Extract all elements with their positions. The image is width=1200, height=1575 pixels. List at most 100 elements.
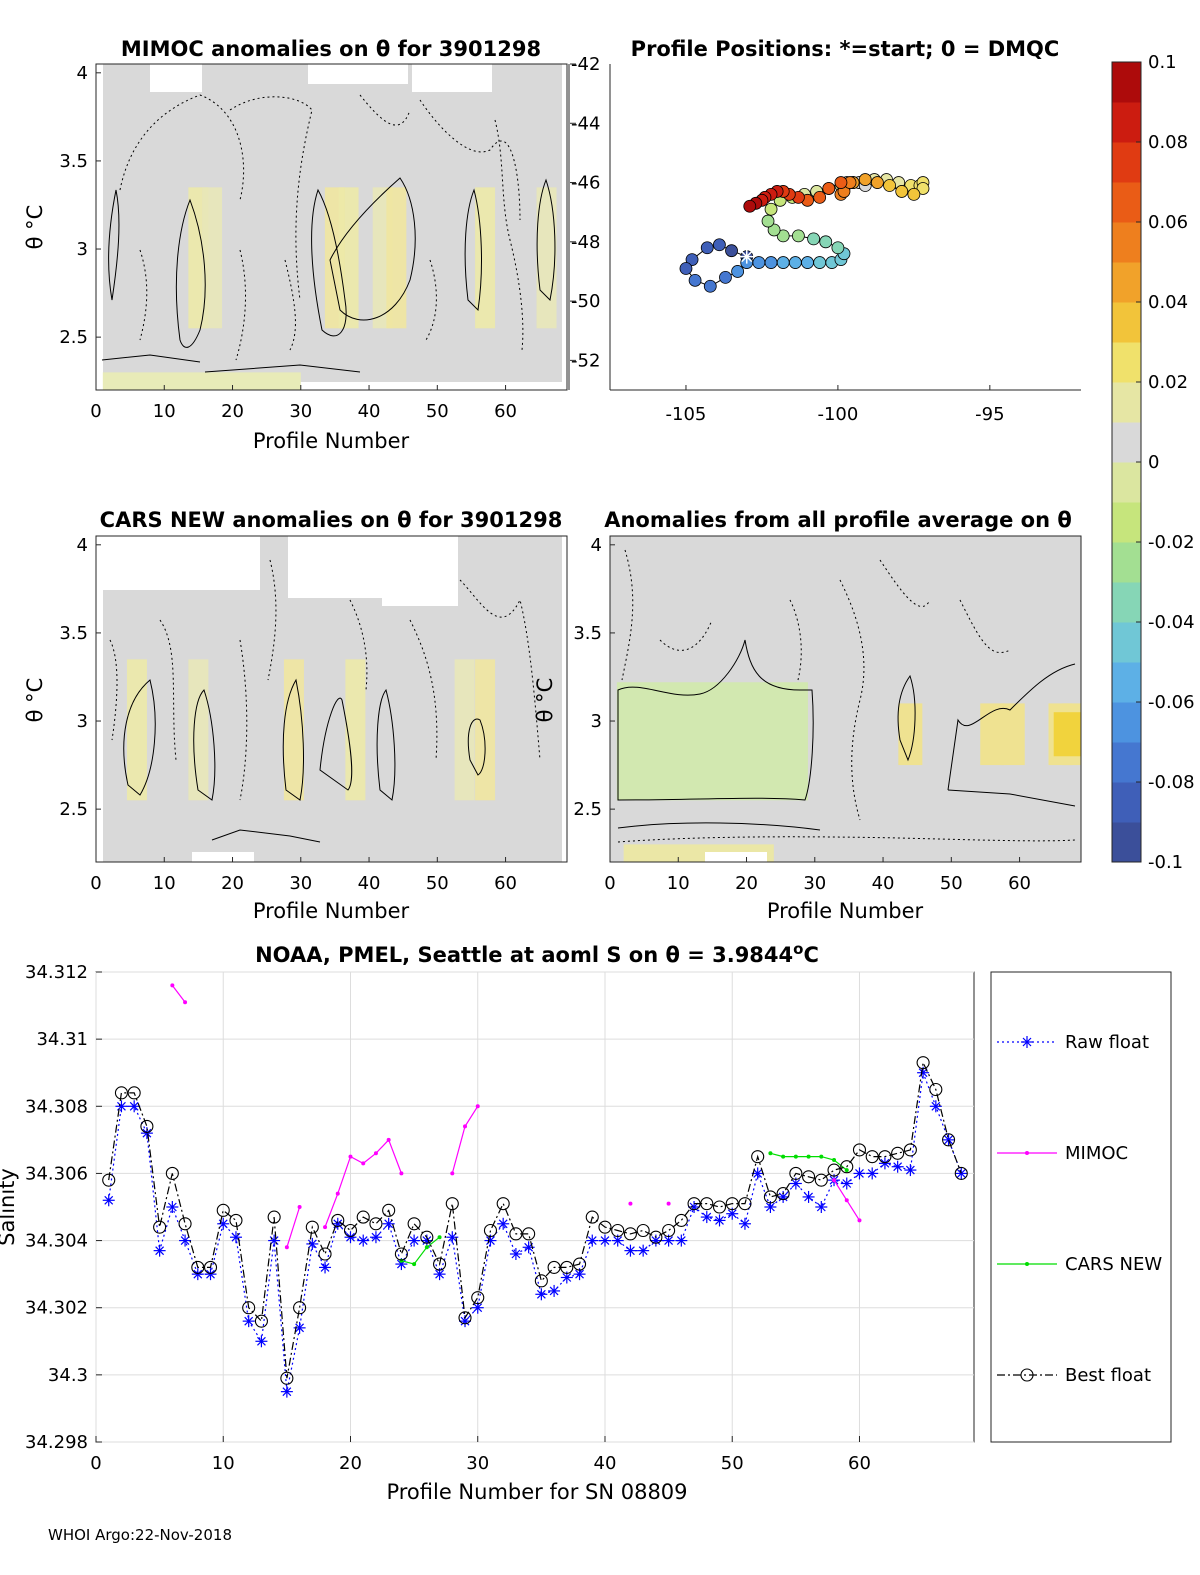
y-tick-label: 4 bbox=[77, 63, 88, 84]
data-point-circle bbox=[445, 1197, 459, 1211]
legend-marker-dot bbox=[1025, 1151, 1029, 1155]
cars-panel: CARS NEW anomalies on θ for 3901298 bbox=[23, 508, 568, 923]
series-cars-new bbox=[399, 1151, 849, 1267]
colorbar-band bbox=[1112, 342, 1141, 383]
series-line bbox=[401, 1236, 440, 1265]
data-point-star bbox=[167, 1202, 177, 1212]
profile-position-point bbox=[752, 256, 766, 269]
data-point-dot bbox=[170, 983, 175, 988]
salinity-y-ticks: 34.298 34.3 34.302 34.304 34.306 34.308 34.31 3… bbox=[25, 962, 102, 1453]
series-raw-float bbox=[102, 1066, 968, 1398]
mimoc-y-ticks: 2.5 3 3.5 4 bbox=[59, 63, 101, 348]
y-tick-label: 34.308 bbox=[25, 1096, 88, 1117]
data-point-dot bbox=[857, 1218, 862, 1223]
data-point-dot bbox=[424, 1245, 429, 1250]
profile-position-point bbox=[834, 176, 848, 189]
data-point-star bbox=[282, 1387, 292, 1397]
data-point-circle bbox=[687, 1197, 701, 1211]
strong-warm-anomaly bbox=[1053, 712, 1081, 757]
data-point-circle bbox=[153, 1220, 167, 1234]
x-tick-label: 30 bbox=[289, 873, 312, 894]
data-point-star bbox=[702, 1212, 712, 1222]
data-point-dot bbox=[781, 1154, 786, 1159]
data-point-star bbox=[346, 1232, 355, 1242]
x-tick-label: 40 bbox=[358, 401, 381, 422]
x-tick-label: 0 bbox=[90, 401, 101, 422]
colorbar-ticks: 0.1 0.08 0.06 0.04 0.02 0 -0.02 -0.04 -0.06 -0.08… bbox=[1136, 52, 1195, 873]
x-tick-label: 60 bbox=[494, 401, 517, 422]
data-point-dot bbox=[284, 1245, 289, 1250]
data-point-circle bbox=[394, 1247, 408, 1261]
colorbar-tick-label: -0.02 bbox=[1148, 532, 1195, 553]
profile-position-point bbox=[725, 244, 738, 258]
data-point-circle bbox=[318, 1247, 332, 1261]
colorbar-band bbox=[1112, 102, 1141, 143]
data-point-circle bbox=[789, 1166, 803, 1180]
x-tick-label: 10 bbox=[153, 873, 176, 894]
data-point-circle bbox=[929, 1082, 943, 1097]
data-point-star bbox=[422, 1236, 432, 1245]
positions-plot-area bbox=[610, 64, 1081, 390]
cool-anomaly-block bbox=[616, 682, 808, 801]
y-tick-label: 2.5 bbox=[59, 799, 88, 820]
data-point-circle bbox=[547, 1260, 561, 1274]
data-point-dot bbox=[844, 1168, 849, 1173]
data-point-circle bbox=[662, 1223, 676, 1238]
warm-anomaly-column bbox=[454, 659, 475, 801]
x-tick-label: 60 bbox=[494, 873, 517, 894]
allavg-x-ticks: 0 10 20 30 40 50 60 bbox=[604, 857, 1031, 894]
y-tick-label: 34.306 bbox=[25, 1163, 88, 1184]
data-point-star bbox=[626, 1246, 635, 1256]
data-point-circle bbox=[433, 1257, 447, 1271]
cars-axes-box bbox=[95, 535, 568, 863]
allavg-contours bbox=[617, 639, 1076, 831]
data-point-circle bbox=[496, 1197, 510, 1211]
colorbar-tick-label: -0.08 bbox=[1148, 772, 1195, 793]
colorbar-band bbox=[1112, 622, 1141, 663]
data-point-circle bbox=[585, 1210, 599, 1224]
profile-position-point bbox=[767, 223, 781, 237]
series-line bbox=[286, 1206, 301, 1248]
data-point-circle bbox=[827, 1163, 841, 1177]
profile-position-point bbox=[679, 262, 693, 275]
positions-points bbox=[679, 173, 930, 293]
profile-position-point bbox=[819, 235, 833, 249]
data-point-circle bbox=[140, 1119, 154, 1133]
cars-contours bbox=[123, 678, 486, 843]
x-tick-label: -105 bbox=[666, 404, 707, 425]
profile-position-point bbox=[801, 256, 814, 269]
colorbar-tick-label: -0.06 bbox=[1148, 692, 1195, 713]
data-point-star bbox=[295, 1323, 305, 1333]
cars-dotted-contours bbox=[109, 559, 541, 801]
mimoc-xlabel: Profile Number bbox=[253, 429, 410, 453]
y-tick-label: -46 bbox=[571, 173, 600, 194]
data-point-circle bbox=[712, 1200, 727, 1214]
data-point-star bbox=[575, 1269, 584, 1279]
profile-position-point bbox=[719, 270, 732, 284]
y-tick-label: 34.304 bbox=[25, 1231, 88, 1252]
legend-marker-dot bbox=[1025, 1262, 1029, 1266]
data-point-circle bbox=[102, 1173, 116, 1187]
mimoc-missing-data bbox=[308, 64, 408, 84]
data-point-circle bbox=[407, 1217, 421, 1231]
colorbar-bands bbox=[1112, 62, 1141, 863]
positions-panel: Profile Positions: *=start; 0 = DMQC -10… bbox=[568, 37, 1081, 425]
colorbar-tick-label: -0.04 bbox=[1148, 612, 1195, 633]
data-point-star bbox=[918, 1068, 928, 1078]
profile-position-point bbox=[858, 173, 872, 186]
cars-y-ticks: 2.5 3 3.5 4 bbox=[59, 535, 101, 820]
legend-label: MIMOC bbox=[1065, 1143, 1128, 1164]
x-tick-label: 60 bbox=[1008, 873, 1031, 894]
data-point-circle bbox=[382, 1203, 396, 1217]
profile-position-point bbox=[743, 199, 757, 213]
y-tick-label: 3 bbox=[77, 239, 88, 260]
mimoc-axes-box bbox=[95, 63, 568, 391]
data-point-circle bbox=[738, 1197, 752, 1211]
y-tick-label: -48 bbox=[571, 232, 600, 253]
colorbar-band bbox=[1112, 782, 1141, 823]
data-point-circle bbox=[242, 1301, 256, 1315]
data-point-star bbox=[715, 1216, 724, 1225]
x-tick-label: 50 bbox=[940, 873, 963, 894]
mimoc-missing-data bbox=[150, 64, 202, 92]
warm-anomaly-column bbox=[188, 659, 209, 801]
